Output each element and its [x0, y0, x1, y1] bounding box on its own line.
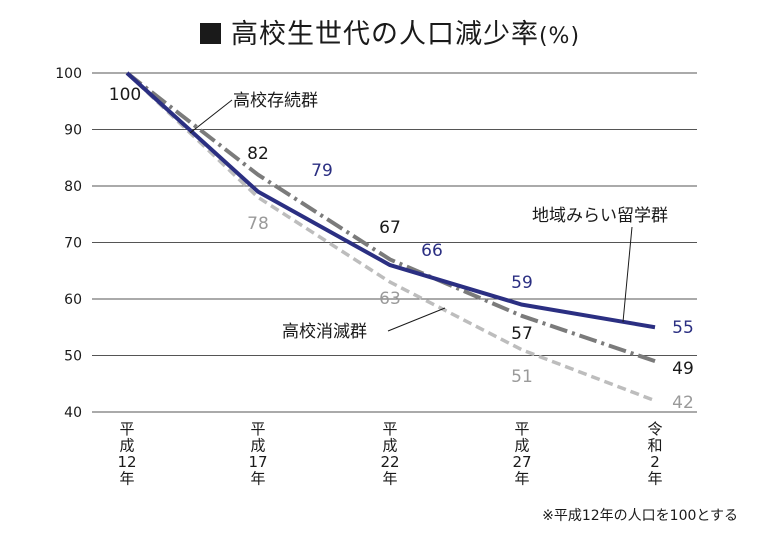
x-tick-label-4-3: 年 — [647, 470, 662, 488]
x-tick-label-0-2: 12 — [117, 453, 136, 471]
x-tick-label-0-1: 成 — [119, 437, 134, 455]
y-tick-label-80: 80 — [64, 179, 82, 195]
x-tick-label-2-3: 年 — [382, 470, 397, 488]
data-label-sonzoku-3: 57 — [511, 324, 533, 344]
y-tick-label-100: 100 — [55, 66, 82, 82]
data-label-shoumetsu-3: 51 — [511, 367, 533, 387]
x-tick-label-2-0: 平 — [382, 420, 397, 438]
x-tick-label-4-1: 和 — [647, 437, 662, 455]
footnote: ※平成12年の人口を100とする — [542, 508, 738, 524]
y-tick-label-60: 60 — [64, 292, 82, 308]
x-tick-label-1-3: 年 — [250, 470, 265, 488]
data-label-shoumetsu-2: 63 — [379, 289, 401, 309]
data-label-chiiki-1: 79 — [311, 161, 333, 181]
data-label-sonzoku-4: 49 — [672, 359, 694, 379]
x-tick-label-4-2: 2 — [650, 453, 660, 471]
x-tick-label-4-0: 令 — [647, 420, 662, 438]
series-name-sonzoku: 高校存続群 — [233, 91, 318, 111]
y-tick-label-90: 90 — [64, 123, 82, 139]
title-square-icon — [199, 23, 221, 44]
x-tick-label-3-3: 年 — [514, 470, 529, 488]
series-name-chiiki: 地域みらい留学群 — [532, 206, 668, 226]
data-label-sonzoku-1: 82 — [247, 144, 269, 164]
data-label-chiiki-2: 66 — [421, 241, 443, 261]
leader-line-shoumetsu — [387, 307, 446, 332]
x-tick-label-0-0: 平 — [119, 420, 134, 438]
x-tick-label-3-1: 成 — [514, 437, 529, 455]
y-tick-label-70: 70 — [64, 236, 82, 252]
title-unit: (%) — [538, 24, 581, 49]
y-tick-label-50: 50 — [64, 349, 82, 365]
chart-title: 高校生世代の人口減少率(%) — [0, 12, 780, 51]
x-tick-label-1-1: 成 — [250, 437, 265, 455]
data-label-shoumetsu-4: 42 — [672, 393, 694, 413]
x-tick-label-3-0: 平 — [514, 420, 529, 438]
data-label-shoumetsu-1: 78 — [247, 214, 269, 234]
x-tick-label-1-2: 17 — [248, 453, 267, 471]
data-label-chiiki-4: 55 — [672, 318, 694, 338]
series-name-shoumetsu: 高校消滅群 — [282, 322, 367, 342]
x-tick-label-1-0: 平 — [250, 420, 265, 438]
series-line-sonzoku — [125, 71, 656, 364]
series-line-shoumetsu — [125, 71, 656, 403]
data-label-chiiki-3: 59 — [511, 273, 533, 293]
x-tick-label-2-2: 22 — [380, 453, 399, 471]
leader-line-chiiki — [622, 226, 633, 323]
x-tick-label-2-1: 成 — [382, 437, 397, 455]
leader-line-sonzoku — [189, 99, 233, 134]
data-label-sonzoku-2: 67 — [379, 218, 401, 238]
series-line-chiiki — [125, 71, 656, 330]
data-label-sonzoku-0: 100 — [109, 85, 141, 105]
title-main: 高校生世代の人口減少率 — [230, 19, 539, 50]
x-tick-label-3-2: 27 — [512, 453, 531, 471]
x-tick-label-0-3: 年 — [119, 470, 134, 488]
y-tick-label-40: 40 — [64, 405, 82, 421]
